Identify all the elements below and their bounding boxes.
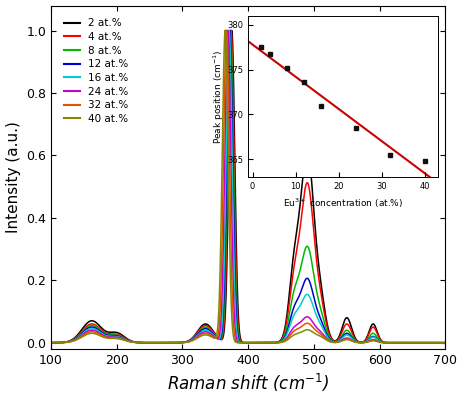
12 at.% [305,276,310,281]
Line: 16 at.%: 16 at.% [51,30,445,343]
8 at.% [228,28,233,33]
16 at.% [120,336,125,341]
Line: 8 at.%: 8 at.% [51,30,445,343]
8 at.% [373,332,378,337]
Line: 12 at.%: 12 at.% [51,30,445,343]
16 at.% [343,333,348,338]
32 at.% [343,337,348,342]
24 at.% [443,340,448,345]
40 at.% [199,333,205,338]
24 at.% [305,314,310,319]
2 at.% [305,148,310,153]
16 at.% [226,28,232,33]
2 at.% [229,28,235,33]
Line: 24 at.%: 24 at.% [51,30,445,343]
40 at.% [120,337,125,342]
12 at.% [48,340,54,345]
40 at.% [373,339,378,344]
X-axis label: Raman shift (cm$^{-1}$): Raman shift (cm$^{-1}$) [167,372,329,394]
40 at.% [305,327,310,332]
16 at.% [305,292,310,297]
4 at.% [305,180,310,185]
2 at.% [373,324,378,329]
32 at.% [305,321,310,326]
40 at.% [48,340,54,345]
16 at.% [373,336,378,340]
8 at.% [120,335,125,340]
4 at.% [373,327,378,332]
8 at.% [343,328,348,333]
8 at.% [443,340,448,345]
24 at.% [285,334,290,339]
2 at.% [285,307,290,312]
40 at.% [222,28,228,32]
32 at.% [373,338,378,343]
2 at.% [120,333,125,338]
Legend: 2 at.%, 4 at.%, 8 at.%, 12 at.%, 16 at.%, 24 at.%, 32 at.%, 40 at.%: 2 at.%, 4 at.%, 8 at.%, 12 at.%, 16 at.%… [60,14,133,128]
Y-axis label: Intensity (a.u.): Intensity (a.u.) [6,121,20,233]
12 at.% [343,331,348,336]
4 at.% [120,334,125,339]
4 at.% [48,340,54,345]
24 at.% [48,340,54,345]
16 at.% [285,330,290,335]
32 at.% [120,337,125,342]
4 at.% [285,313,290,318]
32 at.% [48,340,54,345]
12 at.% [443,340,448,345]
4 at.% [199,325,205,330]
16 at.% [443,340,448,345]
40 at.% [443,340,448,345]
2 at.% [199,324,205,328]
Line: 4 at.%: 4 at.% [51,30,445,343]
Line: 2 at.%: 2 at.% [51,30,445,343]
12 at.% [285,327,290,332]
32 at.% [199,332,205,337]
24 at.% [120,336,125,341]
4 at.% [228,28,234,33]
4 at.% [343,322,348,327]
32 at.% [285,336,290,341]
24 at.% [373,338,378,342]
24 at.% [225,28,231,33]
8 at.% [285,321,290,326]
8 at.% [305,244,310,249]
12 at.% [373,335,378,340]
12 at.% [199,328,205,332]
8 at.% [48,340,54,345]
2 at.% [48,340,54,345]
12 at.% [120,336,125,340]
40 at.% [285,337,290,342]
Line: 40 at.%: 40 at.% [51,30,445,343]
24 at.% [199,330,205,335]
32 at.% [224,28,229,33]
32 at.% [443,340,448,345]
8 at.% [199,326,205,331]
2 at.% [343,316,348,321]
16 at.% [199,329,205,334]
2 at.% [443,340,448,345]
40 at.% [343,337,348,342]
4 at.% [443,340,448,345]
Line: 32 at.%: 32 at.% [51,30,445,343]
24 at.% [343,336,348,341]
12 at.% [227,28,232,33]
16 at.% [48,340,54,345]
